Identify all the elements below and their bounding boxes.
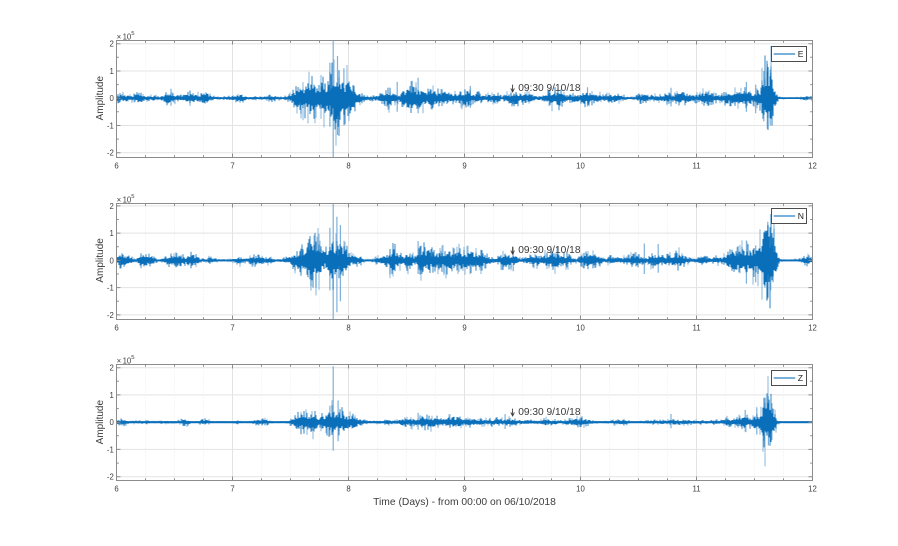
svg-text:105: 105 [123, 355, 136, 365]
svg-text:11: 11 [692, 324, 700, 333]
svg-text:09:30 9/10/18: 09:30 9/10/18 [518, 407, 581, 418]
svg-text:12: 12 [808, 324, 817, 333]
svg-text:9: 9 [462, 324, 466, 333]
svg-text:2: 2 [109, 364, 113, 373]
svg-text:-1: -1 [107, 121, 114, 130]
svg-text:0: 0 [109, 418, 114, 427]
svg-text:105: 105 [123, 31, 136, 41]
svg-text:9: 9 [462, 485, 466, 494]
svg-text:6: 6 [114, 324, 118, 333]
svg-text:10: 10 [576, 485, 585, 494]
svg-text:0: 0 [109, 256, 114, 265]
svg-text:2: 2 [109, 40, 113, 49]
svg-text:1: 1 [109, 67, 113, 76]
svg-text:E: E [798, 49, 804, 59]
svg-text:1: 1 [109, 391, 113, 400]
svg-text:N: N [798, 211, 804, 221]
svg-text:7: 7 [230, 324, 234, 333]
svg-text:8: 8 [346, 485, 350, 494]
svg-text:9: 9 [462, 162, 466, 171]
svg-text:7: 7 [230, 162, 234, 171]
svg-text:8: 8 [346, 162, 350, 171]
svg-text:12: 12 [808, 162, 817, 171]
svg-text:09:30 9/10/18: 09:30 9/10/18 [518, 245, 581, 256]
svg-text:12: 12 [808, 485, 817, 494]
svg-text:0: 0 [109, 94, 114, 103]
svg-text:6: 6 [114, 485, 118, 494]
svg-text:Z: Z [798, 373, 803, 383]
svg-text:×: × [117, 195, 122, 204]
svg-text:6: 6 [114, 162, 118, 171]
svg-text:09:30 9/10/18: 09:30 9/10/18 [518, 83, 581, 94]
svg-text:Amplitude: Amplitude [95, 238, 106, 283]
svg-text:10: 10 [576, 162, 585, 171]
svg-text:-2: -2 [107, 149, 114, 158]
svg-text:×: × [117, 356, 122, 365]
svg-text:-1: -1 [107, 445, 114, 454]
svg-text:11: 11 [692, 162, 700, 171]
svg-text:1: 1 [109, 229, 113, 238]
svg-text:Amplitude: Amplitude [95, 400, 106, 445]
svg-text:Amplitude: Amplitude [95, 76, 106, 121]
svg-text:8: 8 [346, 324, 350, 333]
svg-text:-1: -1 [107, 284, 114, 293]
svg-text:105: 105 [123, 194, 136, 204]
svg-text:-2: -2 [107, 311, 114, 320]
svg-text:7: 7 [230, 485, 234, 494]
svg-text:Time (Days) - from 00:00 on 06: Time (Days) - from 00:00 on 06/10/2018 [373, 497, 556, 508]
svg-text:×: × [117, 32, 122, 41]
svg-text:-2: -2 [107, 473, 114, 482]
svg-text:11: 11 [692, 485, 700, 494]
svg-text:10: 10 [576, 324, 585, 333]
svg-text:2: 2 [109, 202, 113, 211]
